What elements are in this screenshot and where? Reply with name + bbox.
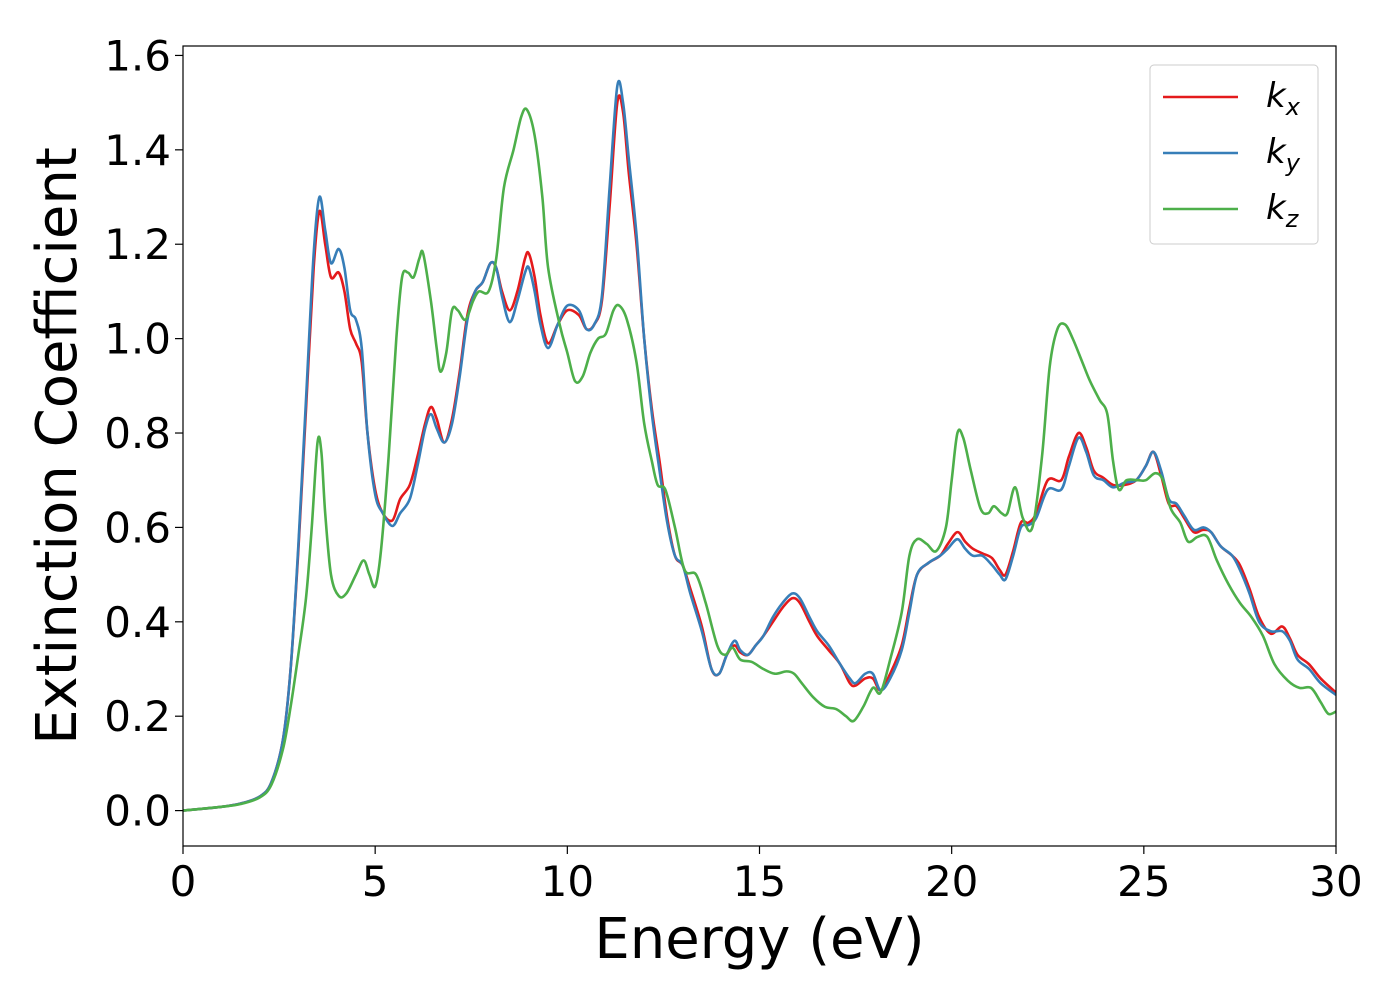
y-tick-label: 1.6 [104,31,171,80]
x-tick-label: 20 [925,857,978,906]
x-axis: 0 5 10 15 20 25 30 [170,846,1363,906]
series-line-z [183,107,1336,812]
y-tick-label: 0.8 [104,409,171,458]
y-tick-label: 0.4 [104,598,171,647]
x-tick-label: 25 [1117,857,1170,906]
x-axis-label: Energy (eV) [594,907,924,972]
y-tick-label: 1.0 [104,315,171,364]
legend-subscript: x [1285,93,1301,121]
legend-subscript: y [1285,149,1301,177]
series-line-y [183,79,1336,812]
y-tick-label: 1.2 [104,220,171,269]
x-tick-label: 10 [541,857,594,906]
y-axis: 0.0 0.2 0.4 0.6 0.8 1.0 1.2 1.4 1.6 [104,31,183,836]
legend-subscript: z [1285,205,1300,233]
series-layer [183,79,1336,812]
legend-frame [1149,64,1319,245]
x-tick-label: 15 [733,857,786,906]
x-tick-label: 5 [362,857,389,906]
y-tick-label: 0.6 [104,503,171,552]
x-tick-label: 30 [1309,857,1362,906]
y-axis-label: Extinction Coefficient [25,147,90,745]
y-tick-label: 1.4 [104,126,171,175]
y-tick-label: 0.2 [104,692,171,741]
y-tick-label: 0.0 [104,787,171,836]
x-tick-label: 0 [170,857,197,906]
